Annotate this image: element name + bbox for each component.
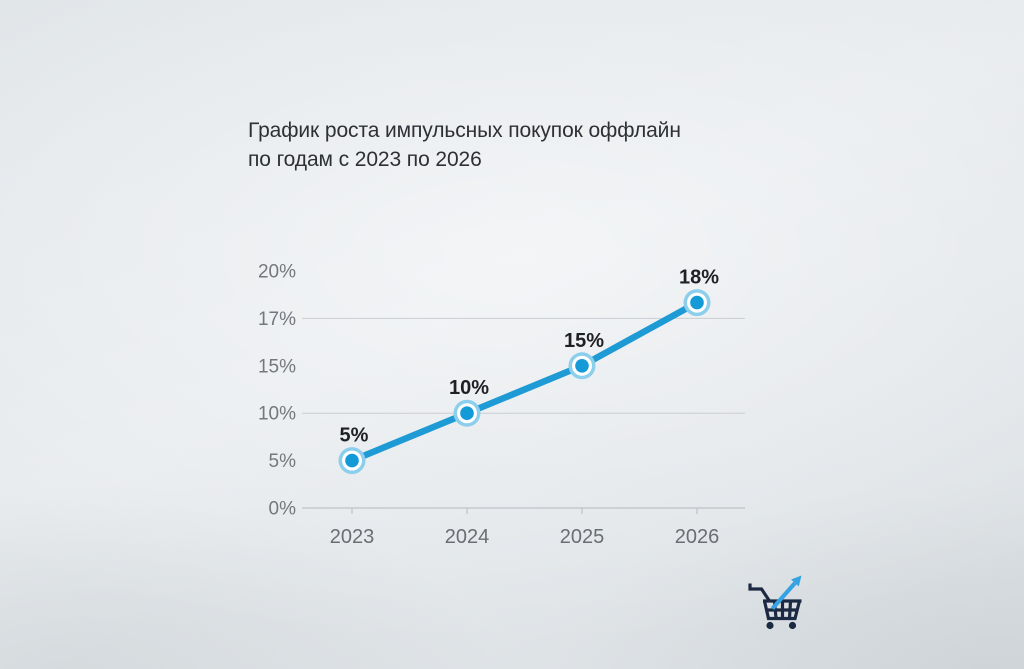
y-axis-label: 15%	[258, 356, 296, 377]
growth-arrow-icon	[770, 581, 797, 610]
growth-arrowhead-icon	[791, 575, 802, 587]
data-point-label: 5%	[340, 425, 369, 447]
x-axis-label: 2025	[560, 526, 605, 548]
cart-wheel-left-icon	[766, 621, 774, 630]
data-point-label: 10%	[449, 377, 489, 399]
chart-title: График роста импульсных покупок оффлайн …	[248, 117, 681, 174]
y-axis-label: 10%	[258, 404, 296, 425]
y-axis-label: 5%	[269, 451, 297, 472]
x-axis-label: 2024	[445, 526, 490, 548]
x-axis-label: 2023	[330, 526, 375, 548]
data-point-label: 15%	[564, 330, 604, 352]
data-point-marker	[345, 453, 359, 468]
cart-basket-icon	[762, 599, 802, 621]
y-axis-label: 0%	[269, 499, 297, 520]
data-point-label: 18%	[679, 267, 719, 289]
data-point-marker	[690, 295, 704, 310]
cart-growth-icon	[748, 575, 802, 630]
cart-handle-icon	[748, 583, 771, 602]
x-axis-label: 2026	[675, 526, 720, 548]
chart-title-line-2: по годам с 2023 по 2026	[248, 147, 482, 171]
trend-line	[348, 299, 701, 464]
chart-title-line-1: График роста импульсных покупок оффлайн	[248, 119, 681, 142]
cart-wheel-right-icon	[788, 621, 797, 630]
data-point-marker	[575, 359, 589, 373]
y-axis-label: 20%	[258, 262, 296, 283]
data-point-marker	[460, 406, 474, 421]
y-axis-label: 17%	[258, 309, 296, 330]
